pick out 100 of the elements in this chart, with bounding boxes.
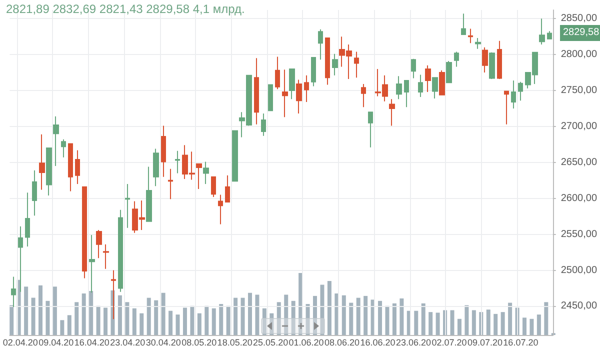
candlestick bbox=[304, 74, 309, 103]
candlestick bbox=[53, 116, 59, 167]
y-tick-label: 2700,00 bbox=[560, 120, 598, 132]
bar bbox=[74, 302, 79, 335]
bar bbox=[240, 298, 245, 335]
candlestick bbox=[275, 56, 280, 90]
bar bbox=[132, 308, 136, 335]
bar bbox=[356, 298, 360, 335]
candlestick bbox=[254, 58, 259, 125]
y-tick-label: 2750,00 bbox=[560, 85, 598, 96]
annotation: 2821,89 2832,69 2821,43 2829,58 4,1 млрд. bbox=[6, 2, 245, 16]
bar bbox=[182, 308, 187, 335]
y-tick-label: 2500,00 bbox=[560, 264, 598, 276]
bar bbox=[544, 302, 548, 335]
x-tick-label: 23.04.20 bbox=[110, 338, 146, 348]
candlestick bbox=[511, 80, 516, 110]
x-tick-label: 16.07.20 bbox=[503, 338, 538, 348]
candlestick bbox=[296, 79, 302, 114]
bar bbox=[421, 303, 426, 335]
candlestick bbox=[418, 74, 423, 98]
candlestick bbox=[103, 244, 109, 270]
candlestick bbox=[11, 276, 16, 308]
candlestick bbox=[425, 64, 431, 92]
candlestick bbox=[125, 184, 130, 228]
bar bbox=[262, 308, 266, 335]
candlestick bbox=[411, 58, 416, 79]
x-tick-label: 25.05.20 bbox=[253, 338, 288, 348]
bar bbox=[428, 312, 433, 335]
candlestick bbox=[268, 84, 273, 112]
candlestick bbox=[25, 192, 30, 248]
candlestick bbox=[325, 38, 330, 86]
bar bbox=[31, 298, 36, 335]
x-tick-label: 16.06.20 bbox=[360, 338, 396, 348]
candlestick bbox=[96, 230, 102, 259]
bar bbox=[508, 302, 512, 335]
candlestick bbox=[539, 18, 545, 46]
bar bbox=[530, 318, 534, 335]
bar bbox=[118, 295, 122, 335]
x-tick-label: 02.07.20 bbox=[432, 338, 467, 348]
candlestick bbox=[482, 46, 488, 74]
bar bbox=[486, 310, 490, 335]
x-tick-label: 16.04.20 bbox=[74, 338, 110, 348]
bar bbox=[140, 313, 144, 335]
candlestick bbox=[332, 53, 338, 76]
bar bbox=[392, 303, 396, 335]
candlestick bbox=[261, 113, 266, 136]
bar bbox=[24, 286, 28, 335]
candlestick bbox=[468, 28, 473, 44]
candlestick bbox=[289, 68, 295, 100]
bar bbox=[464, 305, 469, 335]
bar bbox=[38, 285, 43, 335]
y-tick-label: 2650,00 bbox=[560, 156, 598, 168]
bar bbox=[327, 281, 332, 335]
candlestick bbox=[361, 84, 366, 108]
y-tick-label: 2450,00 bbox=[560, 300, 598, 312]
y-tick-label: 2850,00 bbox=[560, 13, 598, 24]
candlestick bbox=[389, 98, 395, 126]
candlestick bbox=[461, 13, 466, 35]
bar bbox=[536, 314, 541, 335]
bar bbox=[67, 315, 72, 335]
candlestick bbox=[396, 76, 402, 100]
bar bbox=[400, 298, 404, 335]
bar bbox=[342, 295, 346, 335]
bar bbox=[436, 312, 440, 335]
x-tick-label: 30.04.20 bbox=[146, 338, 181, 348]
bar bbox=[234, 298, 238, 335]
x-tick-label: 02.04.20 bbox=[2, 338, 38, 348]
candlestick bbox=[211, 176, 216, 198]
candlestick bbox=[68, 143, 73, 192]
y-tick-label: 2550,00 bbox=[560, 228, 598, 240]
candlestick bbox=[32, 170, 37, 216]
text: 2829,58 bbox=[560, 25, 600, 42]
bar bbox=[378, 300, 382, 335]
candlestick bbox=[404, 80, 409, 108]
bar bbox=[52, 286, 57, 335]
bar bbox=[190, 306, 194, 335]
bar bbox=[197, 313, 202, 335]
candlestick bbox=[282, 69, 288, 118]
candlestick bbox=[354, 51, 359, 78]
bar bbox=[212, 308, 216, 335]
bar bbox=[176, 314, 180, 335]
candlestick bbox=[504, 90, 509, 125]
candlestick bbox=[318, 28, 323, 60]
bar bbox=[494, 314, 498, 335]
bar bbox=[10, 305, 14, 335]
x-tick-label: 08.05.20 bbox=[182, 338, 217, 348]
candlestick bbox=[547, 30, 552, 40]
bar bbox=[82, 293, 86, 335]
x-tick-label: 09.04.20 bbox=[38, 338, 74, 348]
candlestick bbox=[153, 148, 159, 187]
candlestick bbox=[82, 186, 87, 279]
bar bbox=[320, 284, 324, 335]
candlestick bbox=[18, 226, 23, 292]
bar bbox=[364, 296, 368, 335]
bar bbox=[472, 310, 476, 335]
candlestick bbox=[175, 150, 180, 174]
x-tick-label: 18.05.20 bbox=[217, 338, 252, 348]
bar bbox=[96, 306, 100, 335]
candlestick bbox=[446, 60, 452, 84]
candlestick bbox=[439, 70, 445, 96]
